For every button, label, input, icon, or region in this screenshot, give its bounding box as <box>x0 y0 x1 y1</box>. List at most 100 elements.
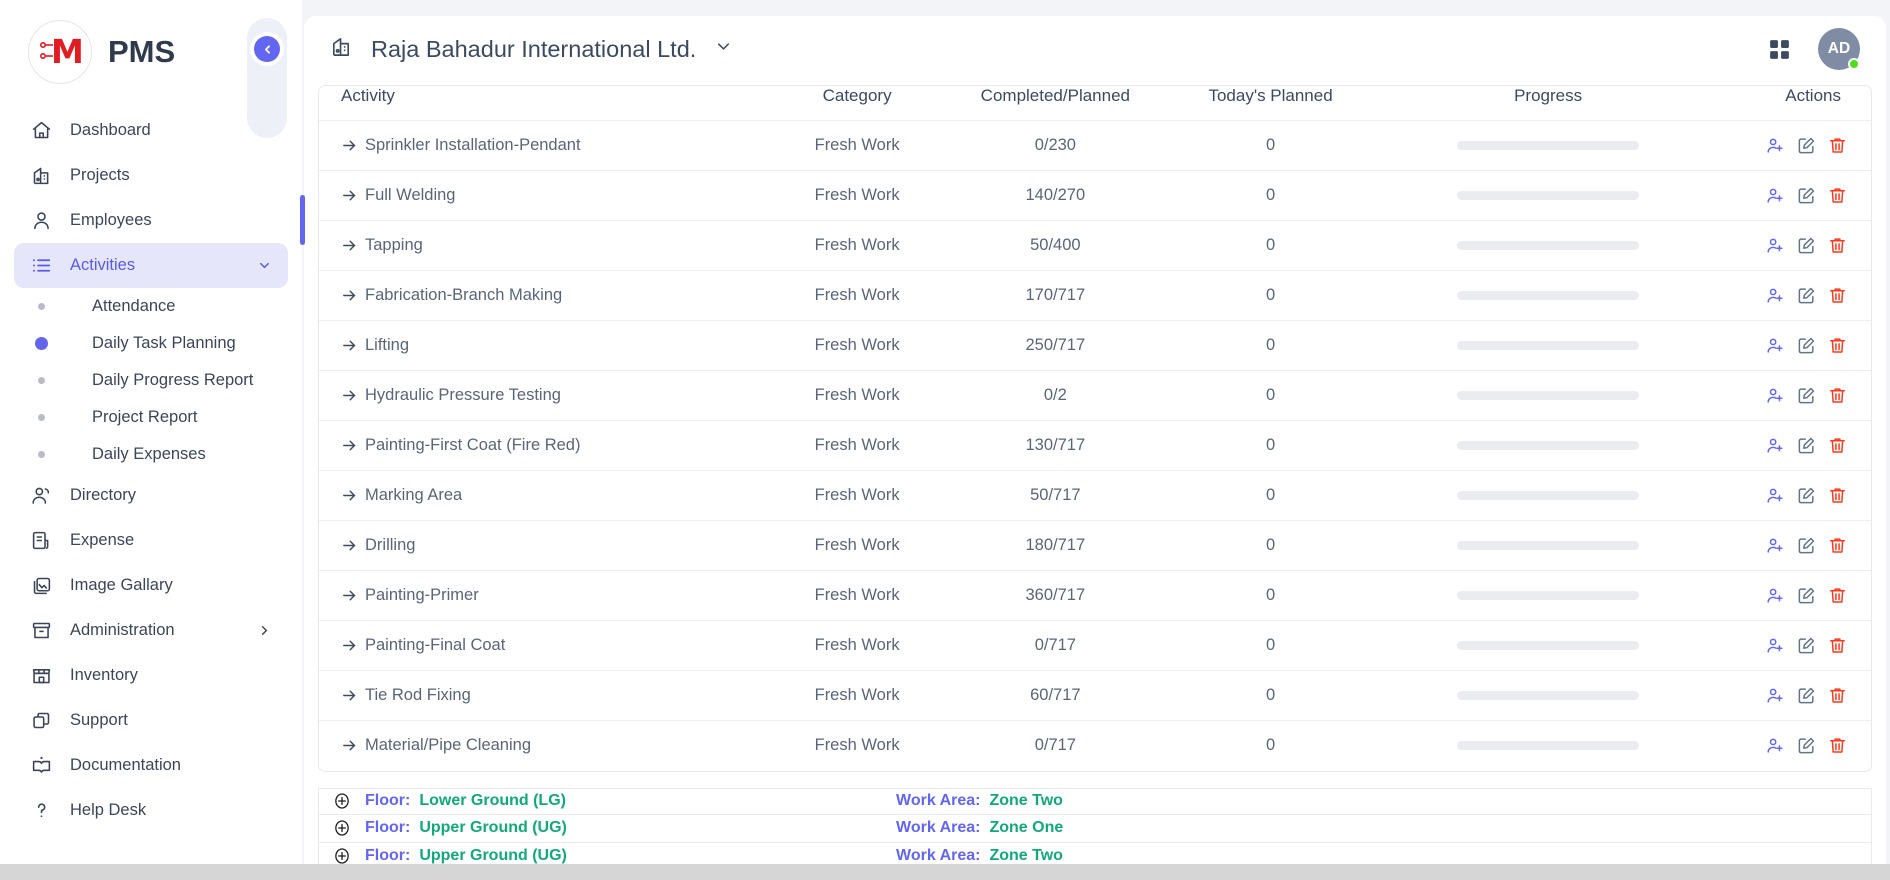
cell-completed-planned: 0/2 <box>1043 386 1067 404</box>
table-row[interactable]: Tapping Fresh Work 50/400 0 <box>319 220 1871 271</box>
trash-icon[interactable] <box>1828 186 1847 205</box>
user-plus-icon[interactable] <box>1766 686 1785 705</box>
floor-row[interactable]: Floor: Upper Ground (UG) Work Area: Zone On… <box>318 815 1872 843</box>
sidebar-item-label: Employees <box>70 211 152 229</box>
trash-icon[interactable] <box>1828 336 1847 355</box>
user-plus-icon[interactable] <box>1766 136 1785 155</box>
edit-icon[interactable] <box>1797 586 1816 605</box>
cell-completed-planned: 0/230 <box>1034 136 1076 154</box>
sidebar-subitem-project-report[interactable]: Project Report <box>14 399 288 436</box>
table-row[interactable]: Sprinkler Installation-Pendant Fresh Work… <box>319 120 1871 171</box>
floor-value: Upper Ground (UG) <box>419 846 567 864</box>
cell-todays-planned: 0 <box>1265 136 1276 154</box>
trash-icon[interactable] <box>1828 436 1847 455</box>
status-badge <box>1848 58 1860 70</box>
table-row[interactable]: Full Welding Fresh Work 140/270 0 <box>319 170 1871 221</box>
edit-icon[interactable] <box>1797 286 1816 305</box>
sidebar-item-help-desk[interactable]: Help Desk <box>14 788 288 833</box>
user-plus-icon[interactable] <box>1766 736 1785 755</box>
user-plus-icon[interactable] <box>1766 386 1785 405</box>
avatar[interactable]: AD <box>1818 28 1860 70</box>
sidebar-subitem-daily-task-planning[interactable]: Daily Task Planning <box>14 325 288 362</box>
table-row[interactable]: Material/Pipe Cleaning Fresh Work 0/717 0 <box>319 720 1871 771</box>
book-icon <box>30 755 52 777</box>
floor-row[interactable]: Floor: Lower Ground (LG) Work Area: Zone Tw… <box>318 787 1872 815</box>
table-row[interactable]: Painting-First Coat (Fire Red) Fresh Work… <box>319 420 1871 471</box>
activities-panel: Activity Category Completed/Planned Toda… <box>304 68 1886 866</box>
trash-icon[interactable] <box>1828 486 1847 505</box>
sidebar-item-label: Image Gallary <box>70 576 173 594</box>
sidebar-item-dashboard[interactable]: Dashboard <box>14 108 288 153</box>
edit-icon[interactable] <box>1797 436 1816 455</box>
sidebar-item-activities[interactable]: Activities <box>14 243 288 288</box>
sidebar-subitem-daily-expenses[interactable]: Daily Expenses <box>14 436 288 473</box>
bullet-icon <box>30 377 52 384</box>
table-row[interactable]: Painting-Primer Fresh Work 360/717 0 <box>319 570 1871 621</box>
edit-icon[interactable] <box>1797 736 1816 755</box>
sidebar-item-expense[interactable]: Expense <box>14 518 288 563</box>
table-row[interactable]: Lifting Fresh Work 250/717 0 <box>319 320 1871 371</box>
table-row[interactable]: Marking Area Fresh Work 50/717 0 <box>319 470 1871 521</box>
cell-progress <box>1378 721 1718 771</box>
table-row[interactable]: Fabrication-Branch Making Fresh Work 170/7… <box>319 270 1871 321</box>
sidebar-item-inventory[interactable]: Inventory <box>14 653 288 698</box>
sidebar-item-directory[interactable]: Directory <box>14 473 288 518</box>
chevron-down-icon[interactable] <box>714 37 733 61</box>
sidebar-item-documentation[interactable]: Documentation <box>14 743 288 788</box>
user-plus-icon[interactable] <box>1766 286 1785 305</box>
activity-name: Tie Rod Fixing <box>365 686 471 704</box>
plus-circle-icon[interactable] <box>319 819 365 837</box>
trash-icon[interactable] <box>1828 136 1847 155</box>
grid-icon[interactable] <box>1767 37 1792 62</box>
trash-icon[interactable] <box>1828 386 1847 405</box>
sidebar-item-administration[interactable]: Administration <box>14 608 288 653</box>
trash-icon[interactable] <box>1828 586 1847 605</box>
user-plus-icon[interactable] <box>1766 186 1785 205</box>
user-plus-icon[interactable] <box>1766 236 1785 255</box>
edit-icon[interactable] <box>1797 486 1816 505</box>
sidebar-item-employees[interactable]: Employees <box>14 198 288 243</box>
plus-circle-icon[interactable] <box>319 792 365 810</box>
floor-row[interactable]: Floor: Upper Ground (UG) Work Area: Zone Tw… <box>318 842 1872 866</box>
table-row[interactable]: Tie Rod Fixing Fresh Work 60/717 0 <box>319 670 1871 721</box>
edit-icon[interactable] <box>1797 236 1816 255</box>
edit-icon[interactable] <box>1797 686 1816 705</box>
trash-icon[interactable] <box>1828 536 1847 555</box>
chevron-down-icon[interactable] <box>257 258 272 273</box>
user-plus-icon[interactable] <box>1766 486 1785 505</box>
trash-icon[interactable] <box>1828 736 1847 755</box>
edit-icon[interactable] <box>1797 386 1816 405</box>
trash-icon[interactable] <box>1828 236 1847 255</box>
project-selector[interactable]: Raja Bahadur International Ltd. <box>330 35 733 63</box>
user-plus-icon[interactable] <box>1766 636 1785 655</box>
trash-icon[interactable] <box>1828 286 1847 305</box>
sidebar-item-projects[interactable]: Projects <box>14 153 288 198</box>
cell-todays-planned: 0 <box>1265 536 1276 554</box>
sidebar-collapse-button[interactable] <box>250 32 284 66</box>
edit-icon[interactable] <box>1797 636 1816 655</box>
user-plus-icon[interactable] <box>1766 536 1785 555</box>
edit-icon[interactable] <box>1797 536 1816 555</box>
user-plus-icon[interactable] <box>1766 336 1785 355</box>
cell-todays-planned: 0 <box>1265 236 1276 254</box>
sidebar-subitem-attendance[interactable]: Attendance <box>14 288 288 325</box>
table-row[interactable]: Hydraulic Pressure Testing Fresh Work 0/2 0 <box>319 370 1871 421</box>
table-row[interactable]: Drilling Fresh Work 180/717 0 <box>319 520 1871 571</box>
cell-completed-planned: 170/717 <box>1025 286 1086 304</box>
sidebar-subitem-daily-progress-report[interactable]: Daily Progress Report <box>14 362 288 399</box>
user-plus-icon[interactable] <box>1766 586 1785 605</box>
trash-icon[interactable] <box>1828 636 1847 655</box>
arrow-right-icon <box>341 487 358 504</box>
cell-todays-planned: 0 <box>1265 186 1276 204</box>
edit-icon[interactable] <box>1797 186 1816 205</box>
table-row[interactable]: Painting-Final Coat Fresh Work 0/717 0 <box>319 620 1871 671</box>
user-plus-icon[interactable] <box>1766 436 1785 455</box>
sidebar-item-support[interactable]: Support <box>14 698 288 743</box>
plus-circle-icon[interactable] <box>319 847 365 865</box>
edit-icon[interactable] <box>1797 136 1816 155</box>
trash-icon[interactable] <box>1828 686 1847 705</box>
chevron-right-icon[interactable] <box>257 623 272 638</box>
edit-icon[interactable] <box>1797 336 1816 355</box>
cell-category: Fresh Work <box>814 536 900 554</box>
sidebar-item-image-gallary[interactable]: Image Gallary <box>14 563 288 608</box>
